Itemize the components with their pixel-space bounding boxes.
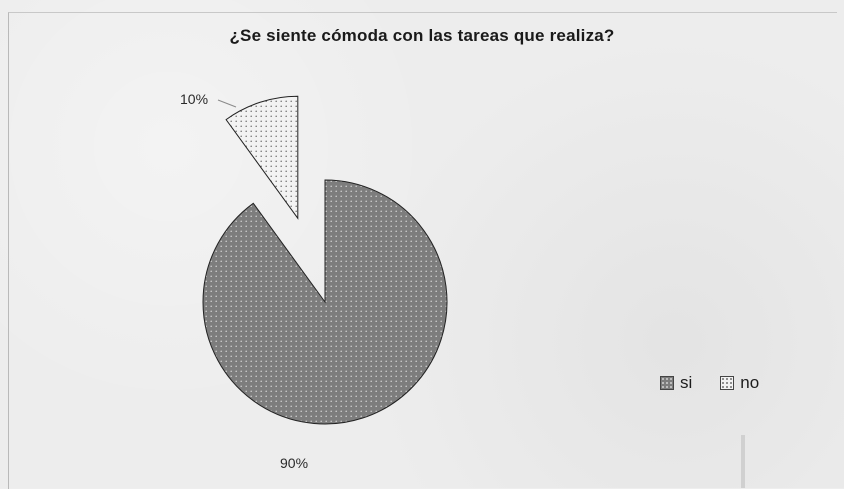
legend-swatch-no bbox=[720, 376, 735, 390]
scan-mark bbox=[741, 435, 745, 488]
chart-area bbox=[8, 12, 837, 489]
pie-slice-si bbox=[202, 179, 448, 425]
data-label-no: 10% bbox=[180, 91, 209, 107]
chart-legend: si no bbox=[660, 373, 759, 393]
legend-label-no: no bbox=[740, 373, 760, 392]
chart-title: ¿Se siente cómoda con las tareas que rea… bbox=[229, 26, 615, 45]
pie-slice-no bbox=[225, 95, 299, 220]
legend-item-no: no bbox=[720, 373, 759, 393]
legend-swatch-si bbox=[660, 376, 674, 390]
label-leader-no bbox=[217, 99, 237, 108]
data-label-si: 90% bbox=[280, 455, 309, 471]
legend-label-si: si bbox=[680, 373, 693, 392]
legend-item-si: si bbox=[660, 373, 692, 393]
